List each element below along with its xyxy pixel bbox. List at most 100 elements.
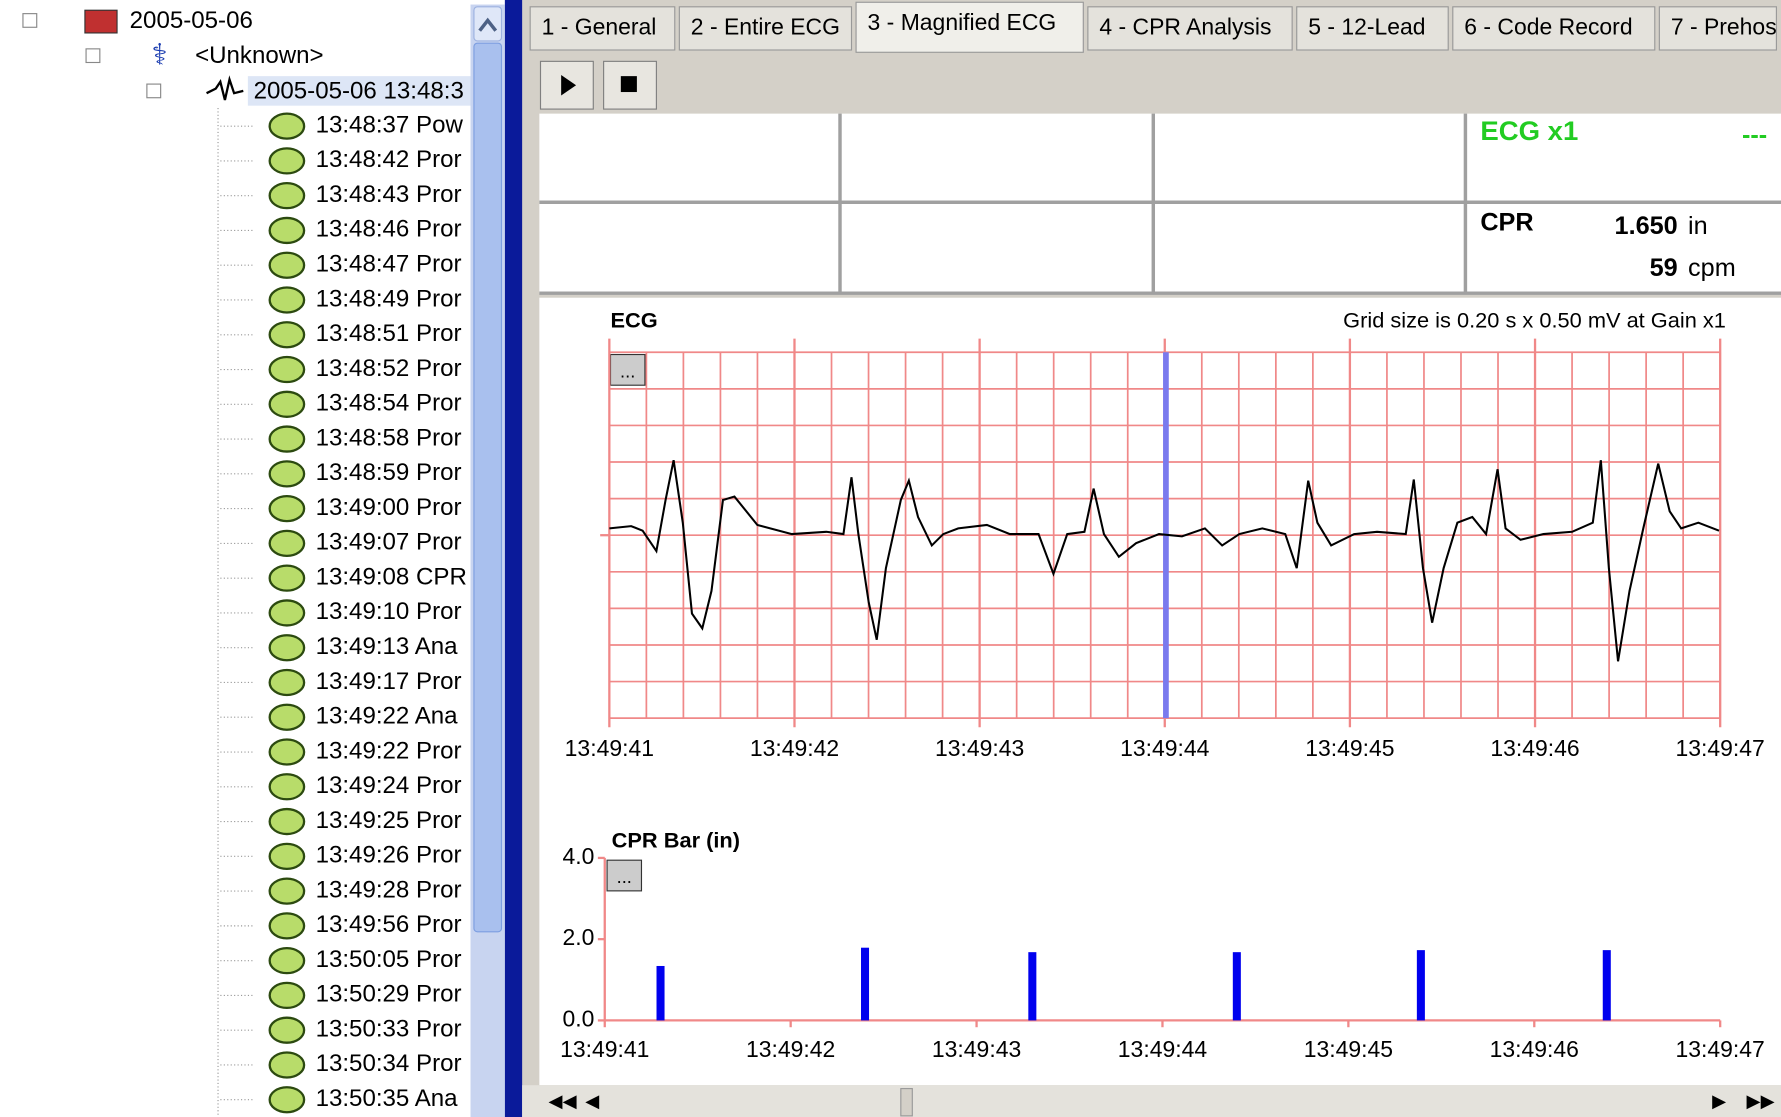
tree-event[interactable]: 13:48:47 Pror (316, 251, 462, 278)
expander[interactable] (146, 83, 162, 99)
event-icon (268, 251, 306, 279)
tree-event[interactable]: 13:49:17 Pror (316, 668, 462, 695)
rate-value: 59 (1650, 254, 1678, 282)
patient-icon: ⚕ (151, 39, 167, 72)
arrow-icon (478, 17, 498, 32)
bar (1602, 950, 1611, 1021)
event-icon (268, 1051, 306, 1079)
ecg-menu-button[interactable] (609, 353, 646, 386)
tab[interactable] (1658, 6, 1777, 51)
x-tick-label: 13:49:41 (560, 1036, 649, 1062)
tree-event[interactable]: 13:50:35 Ana (316, 1085, 459, 1112)
tree-event[interactable]: 13:49:56 Pror (316, 911, 462, 938)
tree-event[interactable]: 13:49:10 Pror (316, 598, 462, 625)
x-tick-label: 13:49:43 (935, 735, 1024, 761)
tree-event[interactable]: 13:49:25 Pror (316, 807, 462, 834)
tree-event[interactable]: 13:49:00 Pror (316, 494, 462, 521)
x-tick-label: 13:49:46 (1490, 735, 1579, 761)
x-tick-label: 13:49:44 (1120, 735, 1210, 761)
menu-dots: ... (617, 866, 632, 887)
tree-event[interactable]: 13:48:54 Pror (316, 390, 462, 417)
tree-event[interactable]: 13:48:58 Pror (316, 424, 462, 451)
event-icon (268, 390, 306, 418)
scroll-thumb[interactable] (900, 1088, 913, 1117)
event-icon (268, 947, 306, 975)
expander[interactable] (85, 48, 101, 64)
prev-button[interactable]: ◀ (585, 1090, 599, 1111)
event-icon (268, 912, 306, 940)
tree-event[interactable]: 13:49:22 Pror (316, 737, 462, 764)
next-button[interactable]: ▶ (1712, 1090, 1726, 1111)
tree-event[interactable]: 13:48:43 Pror (316, 181, 462, 208)
tab[interactable] (1087, 6, 1293, 51)
tree-event[interactable]: 13:49:26 Pror (316, 842, 462, 869)
x-tick-label: 13:49:47 (1676, 735, 1765, 761)
x-tick-label: 13:49:41 (565, 735, 654, 761)
event-icon (268, 668, 306, 697)
expander[interactable] (22, 13, 38, 28)
event-icon (268, 112, 306, 140)
tree-event[interactable]: 13:48:37 Pow (316, 112, 464, 139)
x-tick-label: 13:49:46 (1490, 1036, 1579, 1062)
calendar-icon (84, 9, 118, 34)
tab-label[interactable]: 3 - Magnified ECG (868, 9, 1057, 35)
tree-event[interactable]: 13:49:13 Ana (316, 633, 459, 660)
tab[interactable] (678, 6, 853, 51)
tab-label[interactable]: 5 - 12-Lead (1308, 14, 1425, 40)
event-icon (268, 981, 306, 1010)
tree-root[interactable]: 2005-05-06 (130, 7, 253, 34)
y-tick-label: 4.0 (563, 843, 595, 869)
x-tick-label: 13:49:45 (1304, 1036, 1393, 1062)
tab[interactable] (529, 6, 676, 51)
scroll-up[interactable] (473, 6, 503, 42)
tab[interactable] (1452, 6, 1656, 51)
tree-event[interactable]: 13:49:28 Pror (316, 877, 462, 904)
tree-event[interactable]: 13:48:59 Pror (316, 459, 462, 486)
tab-label[interactable]: 7 - Prehos (1671, 14, 1777, 40)
tab-label[interactable]: 1 - General (542, 14, 657, 40)
x-tick-label: 13:49:45 (1305, 735, 1394, 761)
tree-patient[interactable]: <Unknown> (195, 42, 324, 69)
tree-event[interactable]: 13:50:33 Pror (316, 1016, 462, 1043)
tree-event[interactable]: 13:48:52 Pror (316, 355, 462, 382)
scroll-thumb[interactable] (473, 42, 503, 933)
tree-event[interactable]: 13:49:24 Pror (316, 772, 462, 799)
tab[interactable] (1296, 6, 1449, 51)
y-tick-label: 0.0 (563, 1006, 595, 1032)
x-tick-label: 13:49:44 (1118, 1036, 1208, 1062)
tab-label[interactable]: 4 - CPR Analysis (1099, 14, 1271, 40)
tree-case[interactable]: 2005-05-06 13:48:3 (254, 77, 464, 104)
tree-event[interactable]: 13:49:08 CPR (316, 564, 467, 591)
last-button[interactable]: ▶▶ (1747, 1090, 1775, 1111)
first-button[interactable]: ◀◀ (549, 1090, 577, 1111)
tree-event[interactable]: 13:50:29 Pror (316, 981, 462, 1008)
tree-event[interactable]: 13:50:34 Pror (316, 1050, 462, 1077)
cpr-menu-button[interactable] (606, 859, 643, 892)
event-icon (268, 807, 306, 836)
tree-event[interactable]: 13:49:22 Ana (316, 703, 459, 730)
tree-event[interactable]: 13:48:49 Pror (316, 285, 462, 312)
tab-label[interactable]: 2 - Entire ECG (691, 14, 840, 40)
tree-event[interactable]: 13:48:51 Pror (316, 320, 462, 347)
tree-event[interactable]: 13:48:42 Pror (316, 146, 462, 173)
event-icon (268, 1086, 306, 1114)
event-icon (268, 877, 306, 905)
ecg-trace (609, 460, 1720, 662)
tree-event[interactable]: 13:48:46 Pror (316, 216, 462, 243)
bottom-scrollbar[interactable] (522, 1085, 1781, 1117)
tree-event[interactable]: 13:50:05 Pror (316, 946, 462, 973)
event-icon (268, 529, 306, 558)
info-dividers (539, 113, 1781, 295)
stop-icon (620, 76, 637, 93)
event-icon (268, 460, 306, 488)
cpr-label: CPR (1480, 209, 1533, 237)
tab-label[interactable]: 6 - Code Record (1464, 14, 1632, 40)
event-icon (268, 494, 306, 523)
event-icon (268, 634, 306, 662)
tree-event[interactable]: 13:49:07 Pror (316, 529, 462, 556)
tab[interactable] (855, 1, 1084, 53)
chart-area (539, 297, 1781, 1086)
event-icon (268, 738, 306, 766)
y-tick-label: 2.0 (563, 924, 595, 950)
